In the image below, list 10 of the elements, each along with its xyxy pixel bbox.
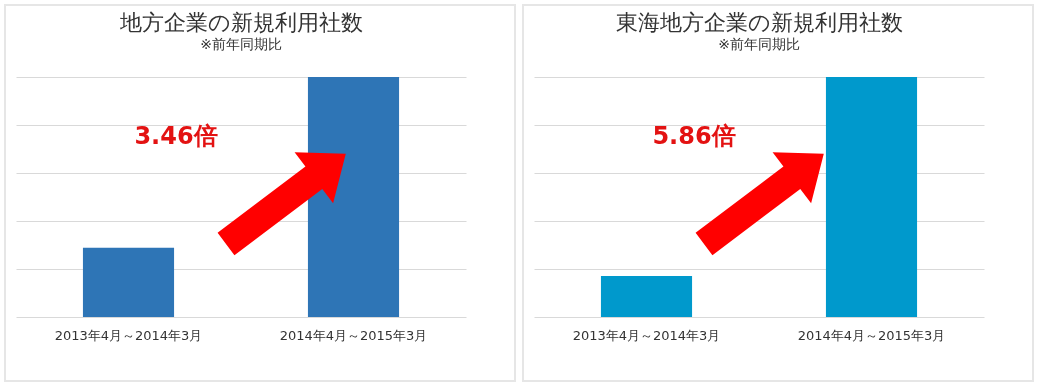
x-tick-label: 2014年4月～2015年3月: [279, 327, 428, 343]
x-tick-label: 2013年4月～2014年3月: [572, 327, 721, 343]
chart-subtitle: ※前年同期比: [718, 36, 800, 52]
annotation: 5.86倍: [652, 122, 736, 150]
annotation: 3.46倍: [134, 122, 218, 150]
chart-subtitle: ※前年同期比: [200, 36, 282, 52]
x-tick-label: 2013年4月～2014年3月: [54, 327, 203, 343]
chart-title: 地方企業の新規利用社数: [118, 10, 363, 35]
x-tick-label: 2014年4月～2015年3月: [797, 327, 946, 343]
chart-title: 東海地方企業の新規利用社数: [615, 10, 903, 35]
